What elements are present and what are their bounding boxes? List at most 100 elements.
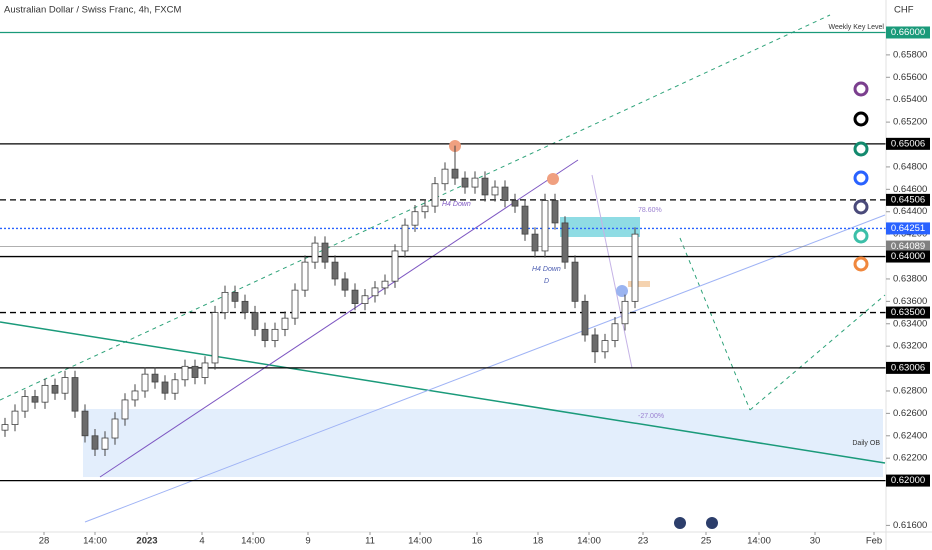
level-label: 0.65006 bbox=[891, 138, 925, 149]
y-tick-label: 0.62200 bbox=[893, 453, 927, 464]
x-tick-label: 14:00 bbox=[747, 536, 771, 547]
x-tick-label: 16 bbox=[472, 536, 483, 547]
fib-line bbox=[591, 174, 633, 369]
candle-body bbox=[291, 289, 299, 319]
candle-body bbox=[121, 399, 129, 420]
level-label: 0.66000 bbox=[891, 27, 925, 38]
y-tick-label: 0.63600 bbox=[893, 296, 927, 307]
candle-body bbox=[551, 200, 559, 224]
x-tick-label: 30 bbox=[810, 536, 821, 547]
level-label: 0.63500 bbox=[891, 307, 925, 318]
candle-body bbox=[311, 242, 319, 263]
candle-body bbox=[351, 289, 359, 304]
candle-body bbox=[51, 384, 59, 394]
candle-body bbox=[501, 186, 509, 201]
y-tick-label: 0.61600 bbox=[893, 520, 927, 531]
candle-body bbox=[361, 295, 369, 304]
x-tick-label: 11 bbox=[365, 536, 375, 547]
target-box bbox=[628, 281, 650, 287]
candle-body bbox=[231, 291, 239, 302]
candle-body bbox=[111, 418, 119, 439]
x-tick-label: 14:00 bbox=[577, 536, 601, 547]
candle-body bbox=[591, 334, 599, 353]
level-label: 0.64251 bbox=[891, 223, 925, 234]
pivot-marker bbox=[547, 173, 559, 185]
order-block-zone bbox=[83, 409, 883, 477]
x-tick-label: 25 bbox=[701, 536, 712, 547]
trend-line bbox=[99, 159, 579, 478]
candle-body bbox=[151, 373, 159, 383]
candle-body bbox=[431, 183, 439, 207]
candle-body bbox=[271, 328, 279, 341]
level-label-box bbox=[886, 222, 930, 235]
x-tick-label: Feb bbox=[866, 536, 882, 547]
y-tick-label: 0.63200 bbox=[893, 341, 927, 352]
y-tick-label: 0.64600 bbox=[893, 184, 927, 195]
candle-body bbox=[251, 312, 259, 330]
y-tick-label: 0.65800 bbox=[893, 49, 927, 60]
x-tick-label: 23 bbox=[638, 536, 649, 547]
candle-body bbox=[571, 261, 579, 302]
annotation: D bbox=[544, 278, 549, 285]
x-tick-label: 14:00 bbox=[241, 536, 265, 547]
candle-body bbox=[511, 200, 519, 207]
trend-line bbox=[0, 321, 886, 464]
alert-icons bbox=[853, 81, 869, 272]
candle-body bbox=[521, 205, 529, 235]
candle-body bbox=[371, 287, 379, 297]
y-tick-label: 0.64400 bbox=[893, 206, 927, 217]
annotation: Daily OB bbox=[852, 440, 880, 447]
x-tick-label: 18 bbox=[533, 536, 544, 547]
candle-body bbox=[471, 177, 479, 188]
level-label-box bbox=[886, 250, 930, 263]
y-tick-label: 0.64800 bbox=[893, 161, 927, 172]
candle-body bbox=[61, 377, 69, 394]
candle-body bbox=[21, 396, 29, 412]
candle-body bbox=[161, 381, 169, 394]
candle-body bbox=[261, 328, 269, 341]
candle-body bbox=[341, 278, 349, 291]
candle-body bbox=[461, 177, 469, 188]
candle-body bbox=[331, 261, 339, 280]
level-label-box bbox=[886, 26, 930, 39]
annotation: H4 Down bbox=[532, 266, 561, 273]
x-tick-label: 9 bbox=[305, 536, 310, 547]
candle-body bbox=[621, 300, 629, 325]
level-label-box bbox=[886, 306, 930, 319]
level-label: 0.64506 bbox=[891, 194, 925, 205]
y-tick-label: 0.63400 bbox=[893, 318, 927, 329]
annotation: Weekly Key Level bbox=[828, 24, 884, 31]
level-label-box bbox=[886, 361, 930, 374]
candle-body bbox=[611, 323, 619, 341]
candle-body bbox=[241, 300, 249, 313]
x-tick-label: 14:00 bbox=[83, 536, 107, 547]
annotation: -27.00% bbox=[638, 413, 664, 420]
candle-body bbox=[531, 233, 539, 252]
candle-body bbox=[41, 384, 49, 403]
annotation: H4 Down bbox=[442, 201, 471, 208]
x-tick-label: 28 bbox=[39, 536, 50, 547]
y-tick-label: 0.62400 bbox=[893, 430, 927, 441]
candle-body bbox=[301, 261, 309, 291]
candle-body bbox=[191, 365, 199, 378]
candle-body bbox=[141, 373, 149, 392]
candle-body bbox=[491, 186, 499, 196]
event-icon[interactable] bbox=[674, 517, 686, 529]
candle-body bbox=[631, 233, 639, 302]
projection-line bbox=[679, 237, 751, 411]
candle-body bbox=[181, 365, 189, 381]
candle-body bbox=[561, 222, 569, 263]
candle-body bbox=[421, 205, 429, 213]
level-label-box bbox=[886, 240, 930, 253]
candle-body bbox=[211, 312, 219, 364]
candle-body bbox=[391, 250, 399, 282]
candle-body bbox=[411, 211, 419, 226]
candle-body bbox=[31, 396, 39, 403]
event-icon[interactable] bbox=[706, 517, 718, 529]
candle-body bbox=[71, 377, 79, 412]
y-tick-label: 0.62800 bbox=[893, 385, 927, 396]
candle-body bbox=[281, 317, 289, 330]
candle-body bbox=[541, 200, 549, 252]
candle-body bbox=[171, 379, 179, 394]
candle-body bbox=[441, 168, 449, 185]
